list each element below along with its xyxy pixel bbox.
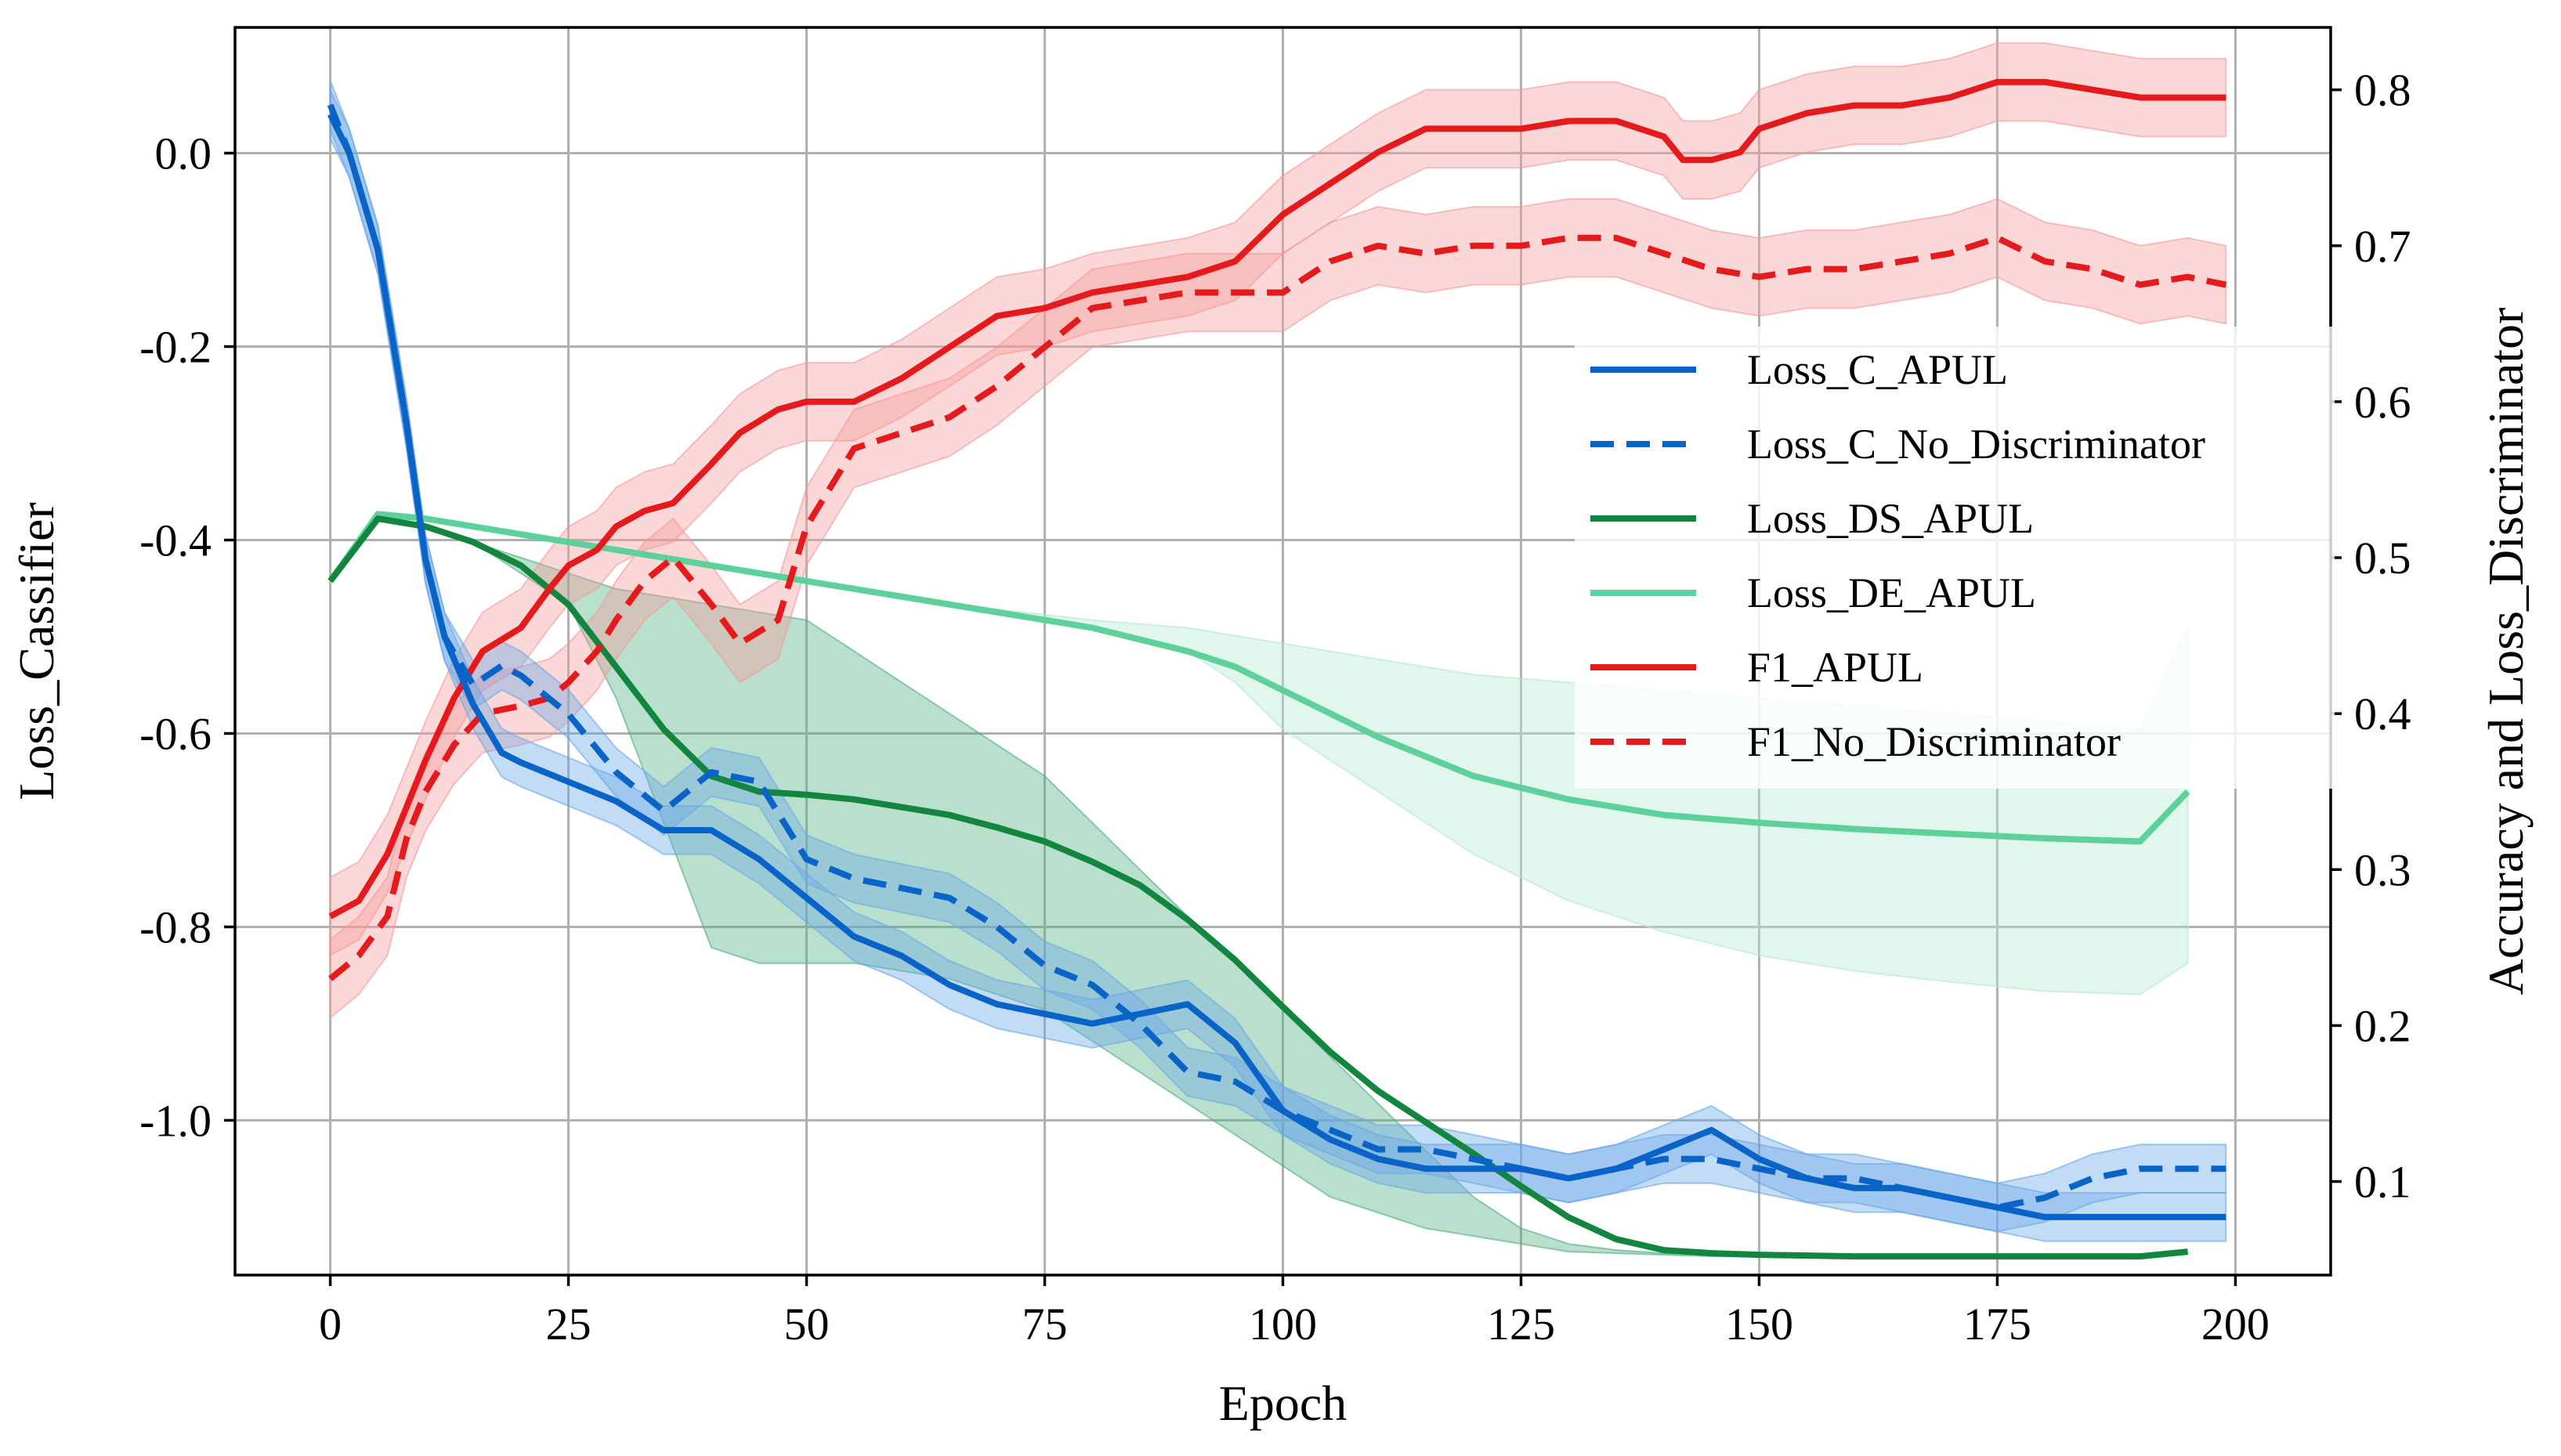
x-tick-label: 100: [1249, 1299, 1317, 1349]
band-Loss_C_APUL: [329, 89, 2227, 1242]
confidence-bands: [329, 42, 2227, 1258]
band-Loss_C_No_Discriminator: [329, 80, 2227, 1233]
series-lines: [327, 78, 2227, 1260]
x-tick-label: 25: [546, 1299, 591, 1349]
y-left-tick-label: -0.4: [139, 515, 212, 565]
y-right-tick-label: 0.6: [2354, 377, 2411, 428]
legend-label: F1_No_Discriminator: [1747, 718, 2121, 765]
series-line-Loss_DS_APUL: [327, 515, 2188, 1260]
series-line-F1_No_Discriminator: [328, 234, 2227, 981]
x-tick-label: 50: [784, 1299, 830, 1349]
x-tick-label: 200: [2201, 1299, 2270, 1349]
series-line-Loss_DE_APUL: [327, 511, 2190, 845]
y-right-tick-label: 0.3: [2354, 844, 2411, 895]
series-line-F1_APUL: [328, 78, 2226, 919]
x-tick-label: 150: [1725, 1299, 1793, 1349]
y-left-tick-label: -1.0: [139, 1095, 212, 1146]
x-tick-label: 175: [1963, 1299, 2031, 1349]
band-F1_APUL: [329, 42, 2227, 957]
series-line-Loss_C_APUL: [327, 113, 2226, 1220]
legend-label: Loss_DE_APUL: [1747, 569, 2036, 616]
legend: Loss_C_APUL Loss_C_No_Discriminator Loss_D…: [1575, 327, 2335, 789]
y-axis-right-title: Accuracy and Loss_Discriminator: [2478, 308, 2534, 995]
y-right-tick-label: 0.8: [2354, 65, 2411, 116]
legend-label: Loss_DS_APUL: [1747, 495, 2034, 542]
x-tick-label: 125: [1487, 1299, 1555, 1349]
y-left-tick-label: -0.2: [139, 322, 212, 373]
y-right-tick-label: 0.7: [2354, 221, 2411, 272]
band-F1_No_Discriminator: [329, 197, 2227, 1020]
y-right-tick-label: 0.4: [2354, 688, 2411, 739]
legend-label: F1_APUL: [1747, 644, 1923, 691]
y-left-tick-label: -0.6: [139, 708, 212, 759]
legend-label: Loss_C_No_Discriminator: [1747, 421, 2205, 468]
y-left-tick-label: 0.0: [155, 128, 212, 179]
y-axis-left-title: Loss_Cassifier: [9, 502, 64, 800]
x-axis-title: Epoch: [1219, 1375, 1347, 1431]
legend-background: [1575, 327, 2335, 789]
legend-label: Loss_C_APUL: [1747, 346, 2008, 393]
y-left-tick-label: -0.8: [139, 901, 212, 952]
y-right-tick-label: 0.2: [2354, 1000, 2411, 1051]
x-tick-label: 75: [1022, 1299, 1068, 1349]
y-right-tick-label: 0.1: [2354, 1157, 2411, 1208]
x-tick-label: 0: [319, 1299, 342, 1349]
axis-ticks: 0 25 50 75 100 125 150 175 200 0.0 -0.2 -0.4 -0.6 -0.…: [139, 65, 2411, 1349]
y-right-tick-label: 0.5: [2354, 533, 2411, 583]
